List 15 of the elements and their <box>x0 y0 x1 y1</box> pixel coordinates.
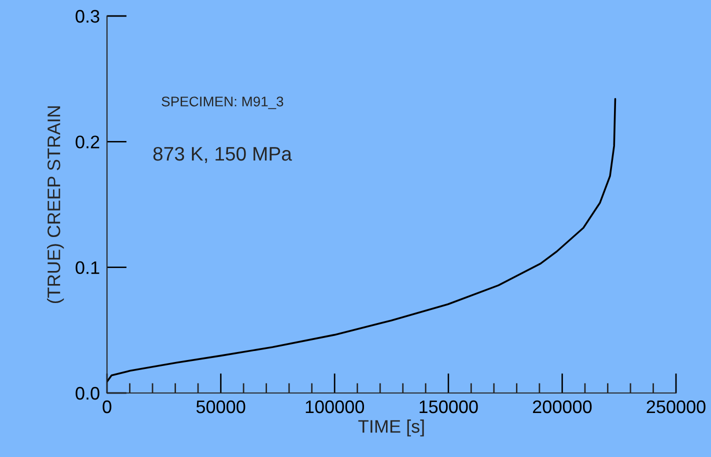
line-series <box>107 98 616 383</box>
x-tick-label: 100000 <box>306 400 364 414</box>
y-tick-label: 0.1 <box>76 261 100 274</box>
y-tick-label: 0.0 <box>76 386 100 400</box>
x-tick-label: 0 <box>102 400 112 414</box>
x-axis-title: TIME [s] <box>358 420 424 436</box>
y-axis-title: (TRUE) CREEP STRAIN <box>47 106 64 304</box>
annotation: 873 K, 150 MPa <box>153 146 292 164</box>
y-tick-label: 0.3 <box>76 10 100 23</box>
x-tick-label: 150000 <box>420 400 478 414</box>
x-tick-label: 200000 <box>532 400 592 414</box>
x-tick-label: 50000 <box>196 400 246 414</box>
x-tick-label: 250000 <box>646 400 706 414</box>
annotation: SPECIMEN: M91_3 <box>162 96 284 110</box>
y-tick-label: 0.2 <box>76 136 100 148</box>
